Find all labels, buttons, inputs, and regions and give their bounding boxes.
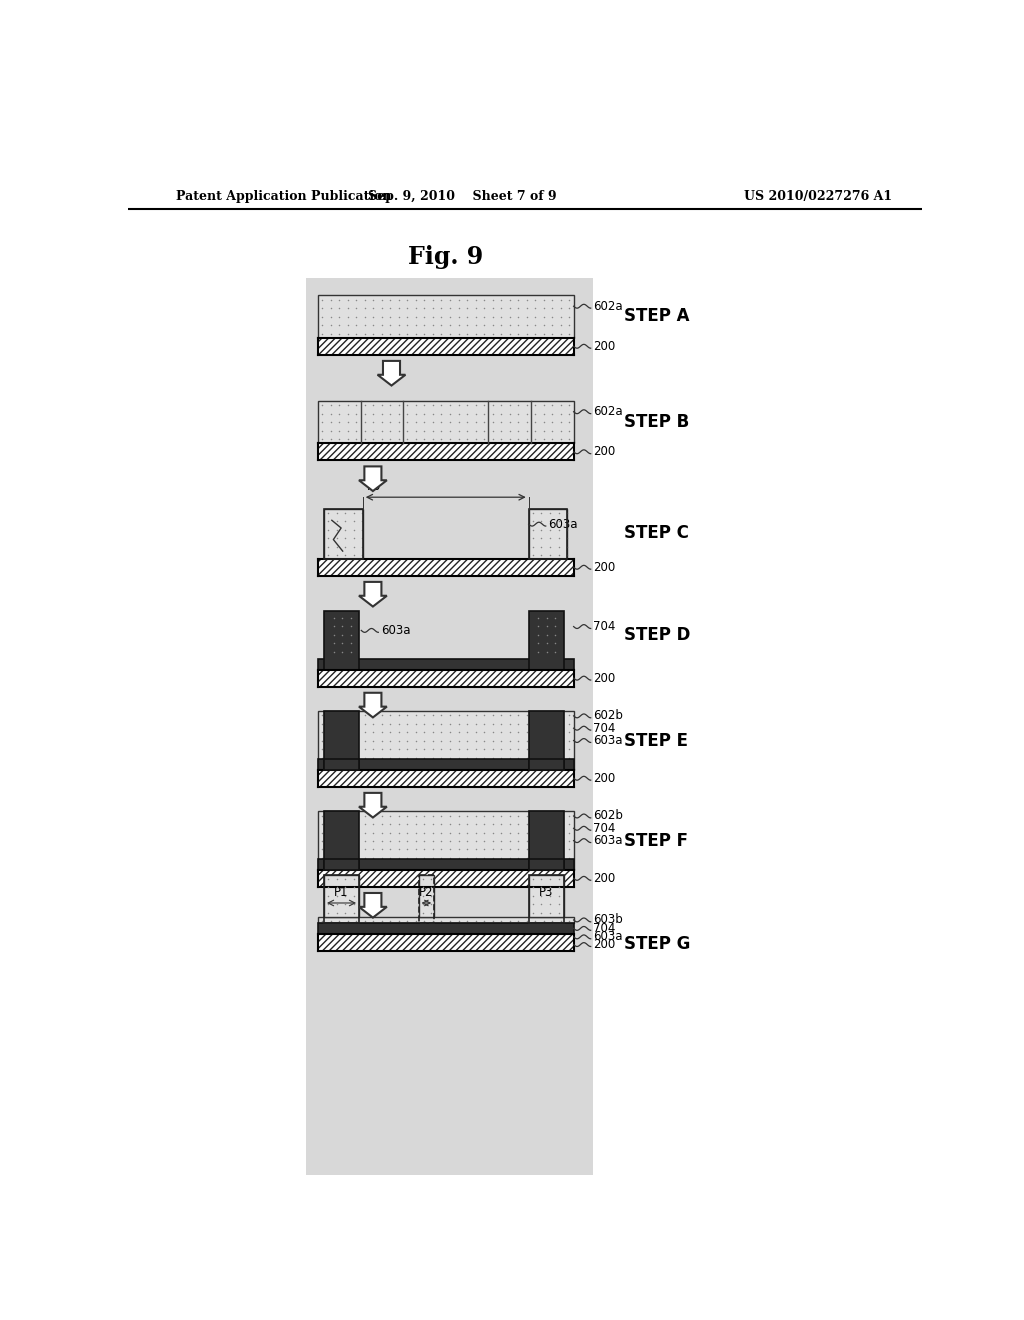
Text: P1: P1 — [334, 886, 349, 899]
Bar — [317, 759, 573, 770]
Text: 602b: 602b — [593, 809, 623, 822]
Bar — [528, 812, 563, 870]
Bar — [330, 614, 353, 659]
Polygon shape — [359, 892, 387, 917]
Bar — [317, 669, 573, 686]
Bar — [324, 508, 362, 558]
Text: 603b: 603b — [593, 913, 623, 927]
Text: 704: 704 — [593, 822, 615, 834]
Bar — [528, 759, 563, 770]
Bar — [317, 770, 573, 787]
Text: 602a: 602a — [593, 300, 623, 313]
Bar — [535, 714, 558, 759]
Text: STEP C: STEP C — [624, 524, 689, 543]
Bar — [324, 874, 359, 923]
Text: 602a: 602a — [593, 405, 623, 418]
Text: 603a: 603a — [593, 734, 623, 747]
Bar — [317, 444, 573, 461]
Bar — [317, 917, 573, 923]
Bar — [528, 508, 567, 558]
Bar — [535, 813, 558, 859]
Bar — [528, 874, 563, 917]
Bar — [330, 813, 353, 859]
Bar — [324, 711, 359, 770]
Bar — [419, 874, 434, 917]
Bar — [419, 874, 434, 923]
Text: Sep. 9, 2010    Sheet 7 of 9: Sep. 9, 2010 Sheet 7 of 9 — [369, 190, 557, 203]
Text: STEP F: STEP F — [624, 832, 688, 850]
Text: STEP E: STEP E — [624, 731, 688, 750]
Bar — [528, 859, 563, 870]
Text: 200: 200 — [593, 871, 615, 884]
Text: 603a: 603a — [593, 834, 623, 847]
Text: P2: P2 — [419, 886, 433, 899]
Text: 603a: 603a — [548, 517, 578, 531]
Bar — [317, 923, 573, 933]
Bar — [324, 812, 359, 870]
Bar — [317, 401, 573, 444]
Bar — [535, 614, 558, 659]
Text: P3: P3 — [539, 886, 553, 899]
Polygon shape — [359, 693, 387, 718]
Text: STEP D: STEP D — [624, 626, 690, 644]
Text: 704: 704 — [593, 921, 615, 935]
Text: 704: 704 — [593, 722, 615, 735]
Text: 602b: 602b — [593, 709, 623, 722]
Bar — [317, 711, 573, 770]
Text: US 2010/0227276 A1: US 2010/0227276 A1 — [744, 190, 892, 203]
Bar — [330, 714, 353, 759]
Text: 200: 200 — [593, 672, 615, 685]
Text: 200: 200 — [593, 445, 615, 458]
Bar — [317, 338, 573, 355]
Polygon shape — [359, 582, 387, 607]
Text: 704: 704 — [593, 620, 615, 634]
Bar — [317, 870, 573, 887]
Text: 200: 200 — [593, 561, 615, 574]
Text: 200: 200 — [593, 939, 615, 952]
Polygon shape — [359, 466, 387, 491]
Text: 603a: 603a — [593, 931, 623, 944]
Bar — [306, 277, 593, 1175]
Bar — [324, 759, 359, 770]
Bar — [324, 508, 362, 558]
Text: P0: P0 — [367, 480, 381, 494]
Bar — [317, 296, 573, 338]
Bar — [317, 558, 573, 576]
Text: Fig. 9: Fig. 9 — [409, 246, 483, 269]
Polygon shape — [378, 360, 406, 385]
Bar — [317, 659, 573, 669]
Bar — [324, 611, 359, 669]
Text: Patent Application Publication: Patent Application Publication — [176, 190, 391, 203]
Text: 200: 200 — [593, 772, 615, 785]
Polygon shape — [359, 793, 387, 817]
Bar — [324, 859, 359, 870]
Bar — [317, 933, 573, 950]
Bar — [528, 611, 563, 669]
Bar — [324, 874, 359, 917]
Text: STEP A: STEP A — [624, 308, 689, 325]
Bar — [528, 711, 563, 770]
Text: 200: 200 — [593, 339, 615, 352]
Text: 603a: 603a — [381, 624, 411, 638]
Text: STEP B: STEP B — [624, 413, 689, 430]
Bar — [317, 859, 573, 870]
Text: STEP G: STEP G — [624, 935, 690, 953]
Bar — [317, 812, 573, 870]
Bar — [528, 874, 563, 923]
Bar — [528, 508, 567, 558]
